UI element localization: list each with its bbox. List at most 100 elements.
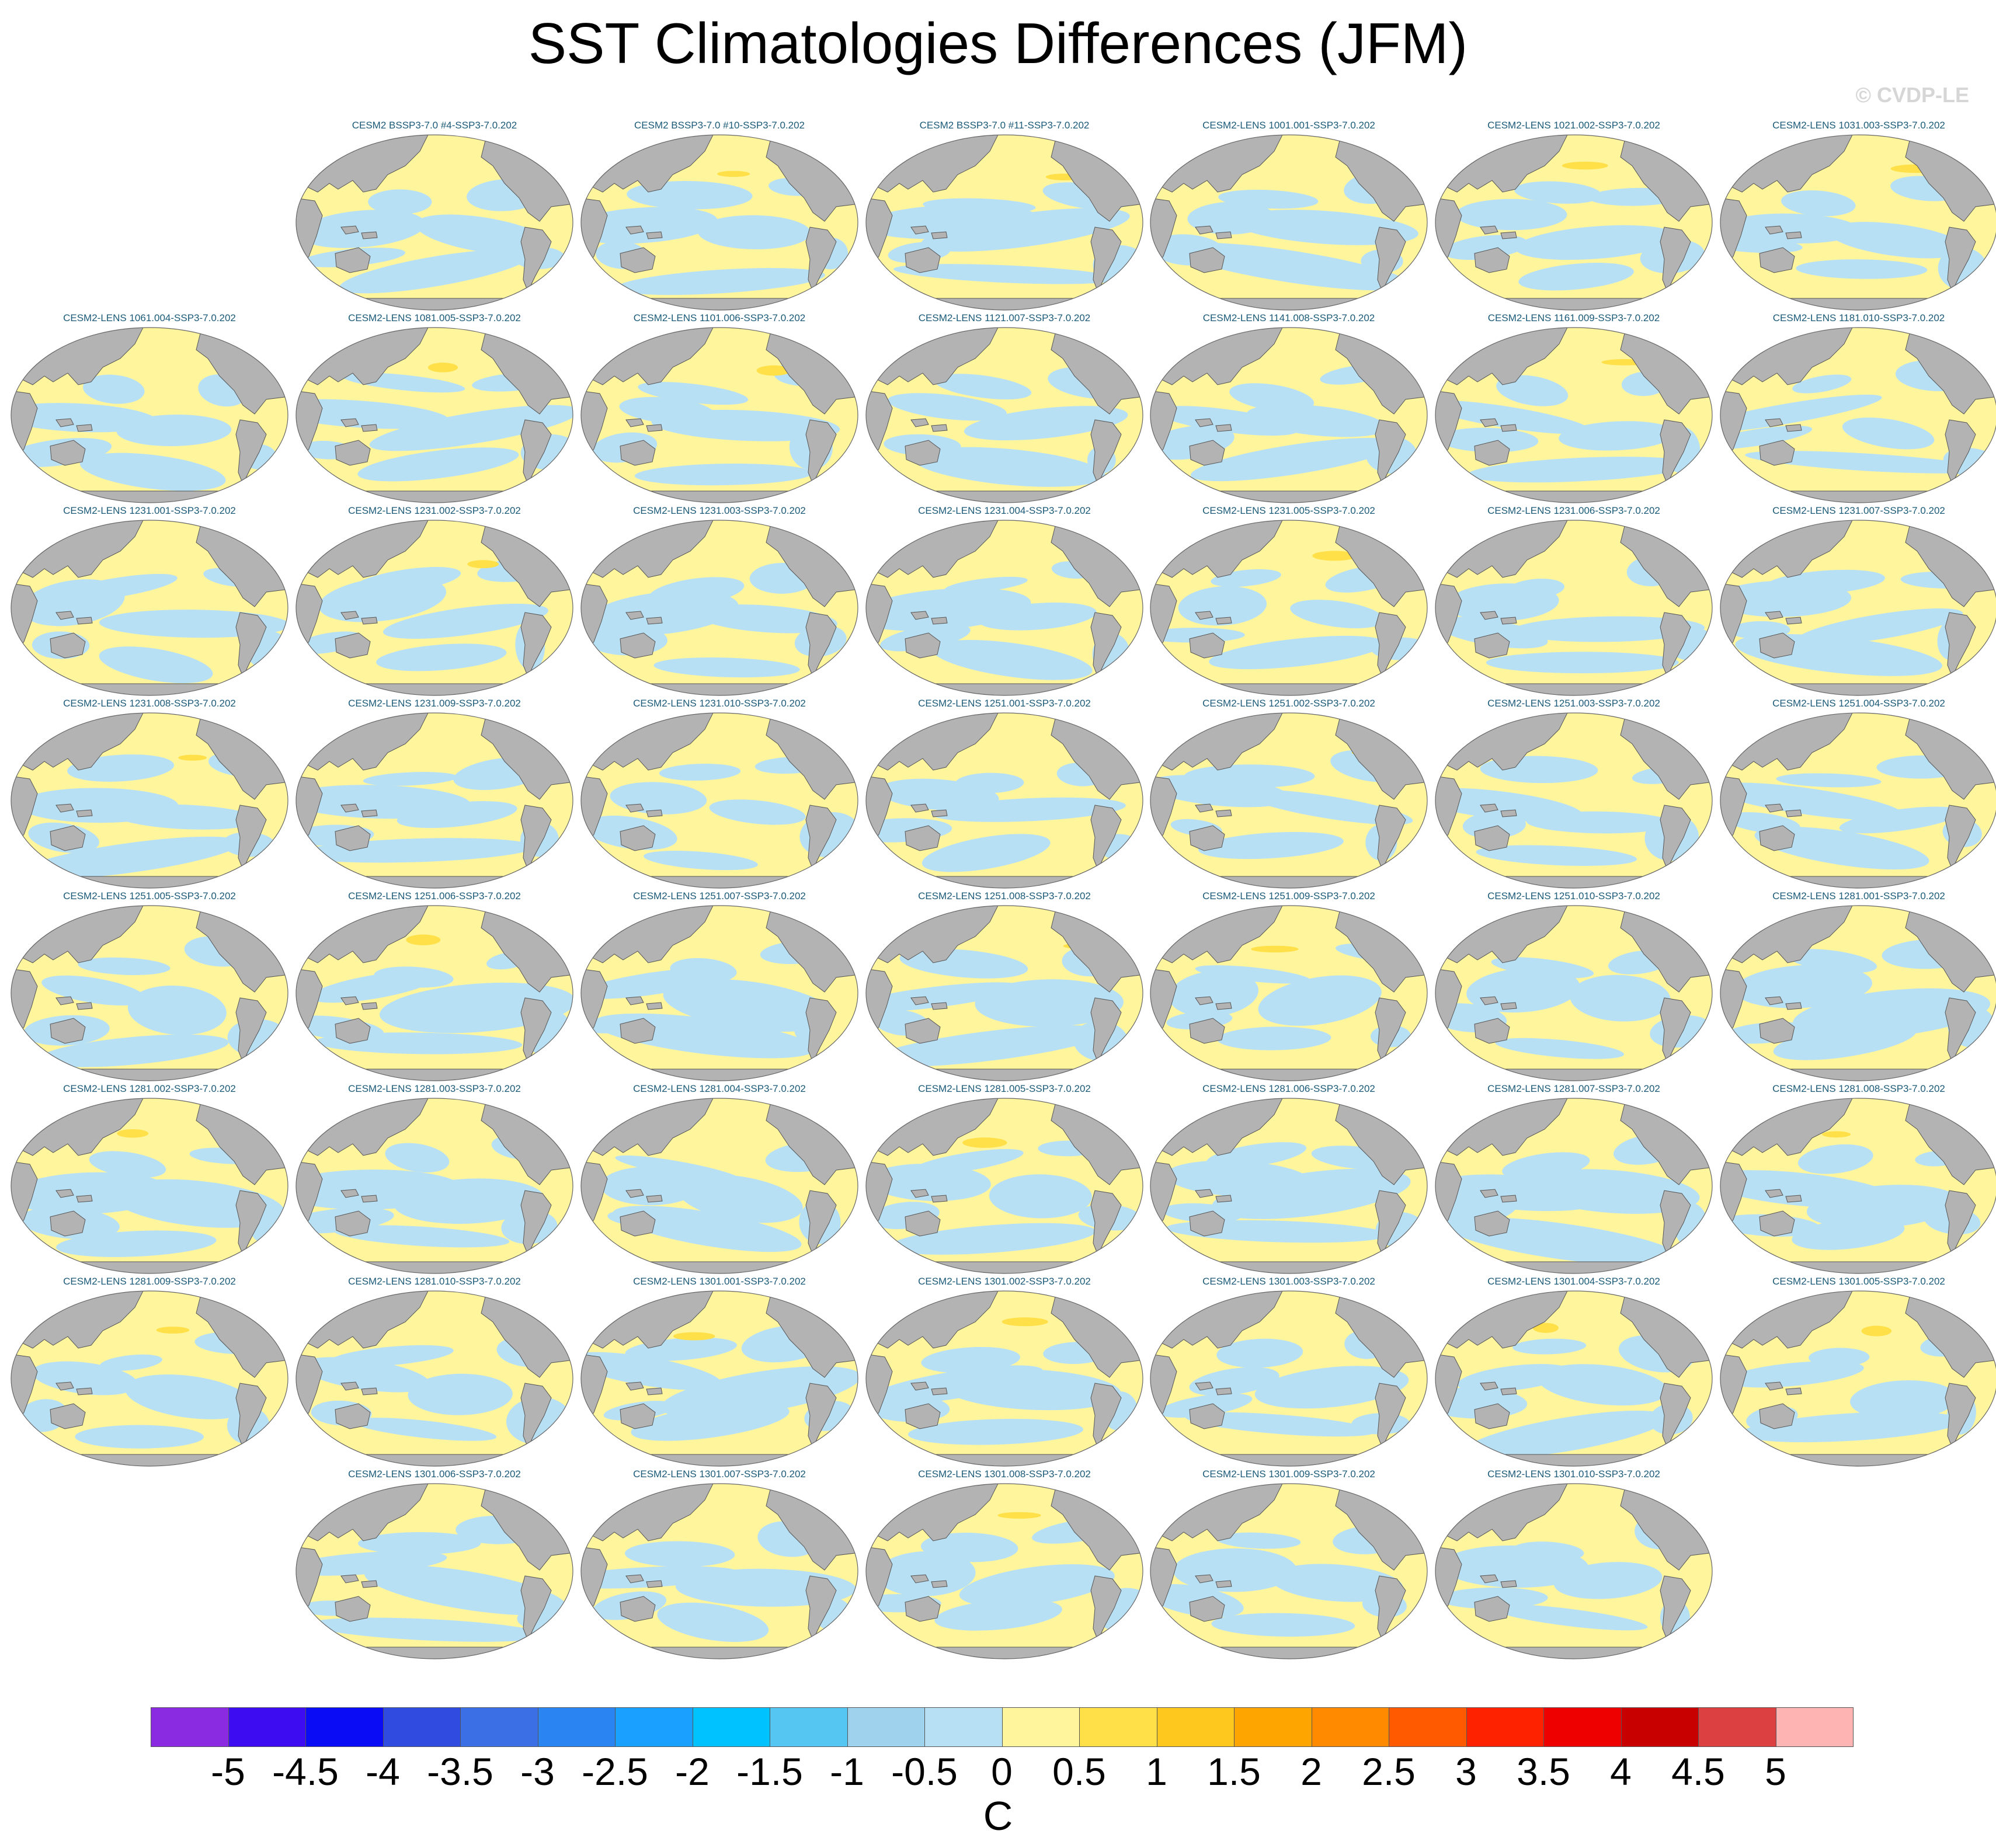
sst-difference-map xyxy=(1150,1098,1428,1274)
sst-difference-map xyxy=(1720,520,1996,696)
credit-label: © CVDP-LE xyxy=(1855,83,1969,107)
colorbar-swatch xyxy=(1234,1707,1312,1747)
sst-difference-map xyxy=(1435,1483,1713,1659)
map-panel: CESM2-LENS 1031.003-SSP3-7.0.202 xyxy=(1719,120,1996,312)
panel-title: CESM2-LENS 1101.006-SSP3-7.0.202 xyxy=(633,312,806,323)
panel-title: CESM2 BSSP3-7.0 #11-SSP3-7.0.202 xyxy=(919,120,1090,131)
colorbar-tick-label: 2.5 xyxy=(1362,1750,1416,1793)
sst-difference-map xyxy=(865,712,1143,889)
colorbar-tick-label: -2 xyxy=(675,1750,710,1793)
sst-difference-map xyxy=(11,905,288,1081)
sst-difference-map xyxy=(295,905,573,1081)
colorbar-labels: -5 -4.5 -4 -3.5 -3 -2.5 -2 -1.5 -1 -0.5 0 0.5 1 1.5 2 2… xyxy=(0,1749,1996,1796)
colorbar-tick-label: 5 xyxy=(1765,1750,1786,1793)
map-panel: CESM2-LENS 1001.001-SSP3-7.0.202 xyxy=(1149,120,1429,312)
map-panel: CESM2-LENS 1281.010-SSP3-7.0.202 xyxy=(294,1276,575,1468)
panel-title: CESM2-LENS 1231.001-SSP3-7.0.202 xyxy=(63,505,236,516)
colorbar-tick-label: 4.5 xyxy=(1671,1750,1725,1793)
colorbar-swatch xyxy=(1156,1707,1235,1747)
panel-title: CESM2-LENS 1301.009-SSP3-7.0.202 xyxy=(1202,1468,1375,1480)
map-panel: CESM2-LENS 1281.002-SSP3-7.0.202 xyxy=(9,1083,290,1276)
sst-difference-map xyxy=(865,520,1143,696)
panel-title: CESM2-LENS 1281.008-SSP3-7.0.202 xyxy=(1772,1083,1945,1094)
panel-title: CESM2-LENS 1231.002-SSP3-7.0.202 xyxy=(348,505,521,516)
panel-title: CESM2-LENS 1231.004-SSP3-7.0.202 xyxy=(918,505,1091,516)
panel-title: CESM2-LENS 1031.003-SSP3-7.0.202 xyxy=(1772,120,1945,131)
panel-title: CESM2-LENS 1231.010-SSP3-7.0.202 xyxy=(633,698,806,709)
sst-difference-map xyxy=(865,1290,1143,1467)
panel-title: CESM2 BSSP3-7.0 #10-SSP3-7.0.202 xyxy=(634,120,805,131)
map-panel: CESM2-LENS 1301.004-SSP3-7.0.202 xyxy=(1434,1276,1714,1468)
sst-difference-map xyxy=(865,134,1143,311)
map-panel: CESM2-LENS 1281.003-SSP3-7.0.202 xyxy=(294,1083,575,1276)
panel-title: CESM2-LENS 1251.004-SSP3-7.0.202 xyxy=(1772,698,1945,709)
map-panel: CESM2-LENS 1281.005-SSP3-7.0.202 xyxy=(864,1083,1145,1276)
map-panel: CESM2-LENS 1281.006-SSP3-7.0.202 xyxy=(1149,1083,1429,1276)
colorbar-tick-label: -0.5 xyxy=(891,1750,958,1793)
panel-title: CESM2-LENS 1281.006-SSP3-7.0.202 xyxy=(1202,1083,1375,1094)
sst-difference-map xyxy=(295,520,573,696)
panel-title: CESM2-LENS 1231.007-SSP3-7.0.202 xyxy=(1772,505,1945,516)
panel-title: CESM2-LENS 1081.005-SSP3-7.0.202 xyxy=(348,312,521,323)
panel-title: CESM2-LENS 1281.007-SSP3-7.0.202 xyxy=(1487,1083,1660,1094)
sst-difference-map xyxy=(1150,712,1428,889)
sst-difference-map xyxy=(1435,134,1713,311)
panel-title: CESM2-LENS 1231.005-SSP3-7.0.202 xyxy=(1202,505,1375,516)
map-panel: CESM2-LENS 1301.005-SSP3-7.0.202 xyxy=(1719,1276,1996,1468)
panel-title: CESM2-LENS 1231.008-SSP3-7.0.202 xyxy=(63,698,236,709)
panel-title: CESM2-LENS 1301.006-SSP3-7.0.202 xyxy=(348,1468,521,1480)
sst-difference-map xyxy=(1720,1290,1996,1467)
colorbar-tick-label: 0.5 xyxy=(1052,1750,1106,1793)
colorbar-swatch xyxy=(1543,1707,1622,1747)
panel-title: CESM2-LENS 1251.006-SSP3-7.0.202 xyxy=(348,890,521,902)
map-panel: CESM2-LENS 1251.004-SSP3-7.0.202 xyxy=(1719,698,1996,890)
colorbar-swatch xyxy=(847,1707,925,1747)
map-panels-grid: CESM2 BSSP3-7.0 #4-SSP3-7.0.202 CESM2 BSS… xyxy=(9,120,1996,1659)
sst-difference-map xyxy=(580,712,858,889)
map-panel: CESM2-LENS 1161.009-SSP3-7.0.202 xyxy=(1434,312,1714,505)
panel-title: CESM2-LENS 1301.008-SSP3-7.0.202 xyxy=(918,1468,1091,1480)
panel-title: CESM2-LENS 1301.003-SSP3-7.0.202 xyxy=(1202,1276,1375,1287)
sst-difference-map xyxy=(295,327,573,503)
colorbar-swatch xyxy=(1389,1707,1467,1747)
sst-difference-map xyxy=(1150,134,1428,311)
map-panel: CESM2-LENS 1281.009-SSP3-7.0.202 xyxy=(9,1276,290,1468)
sst-difference-map xyxy=(1435,1098,1713,1274)
sst-difference-map xyxy=(1150,905,1428,1081)
panel-title: CESM2-LENS 1251.001-SSP3-7.0.202 xyxy=(918,698,1091,709)
map-panel: CESM2-LENS 1081.005-SSP3-7.0.202 xyxy=(294,312,575,505)
panel-title: CESM2-LENS 1281.005-SSP3-7.0.202 xyxy=(918,1083,1091,1094)
colorbar-swatch xyxy=(228,1707,306,1747)
map-panel: CESM2-LENS 1301.003-SSP3-7.0.202 xyxy=(1149,1276,1429,1468)
sst-difference-map xyxy=(1720,1098,1996,1274)
map-panel: CESM2-LENS 1231.004-SSP3-7.0.202 xyxy=(864,505,1145,698)
panel-title: CESM2 BSSP3-7.0 #4-SSP3-7.0.202 xyxy=(352,120,517,131)
panel-title: CESM2-LENS 1281.003-SSP3-7.0.202 xyxy=(348,1083,521,1094)
colorbar-swatch xyxy=(770,1707,848,1747)
panel-title: CESM2-LENS 1231.003-SSP3-7.0.202 xyxy=(633,505,806,516)
colorbar-tick-label: 1 xyxy=(1146,1750,1167,1793)
map-panel: CESM2-LENS 1251.005-SSP3-7.0.202 xyxy=(9,890,290,1083)
colorbar-tick-label: -4.5 xyxy=(272,1750,339,1793)
sst-difference-map xyxy=(1435,1290,1713,1467)
colorbar-tick-label: 4 xyxy=(1610,1750,1632,1793)
colorbar-swatch xyxy=(537,1707,616,1747)
sst-difference-map xyxy=(1720,134,1996,311)
panel-title: CESM2-LENS 1251.007-SSP3-7.0.202 xyxy=(633,890,806,902)
colorbar xyxy=(151,1707,1854,1748)
colorbar-swatch xyxy=(305,1707,384,1747)
colorbar-units: C xyxy=(983,1793,1013,1839)
colorbar-tick-label: -4 xyxy=(366,1750,400,1793)
colorbar-tick-label: 3 xyxy=(1455,1750,1477,1793)
colorbar-swatch xyxy=(1698,1707,1776,1747)
map-panel: CESM2-LENS 1021.002-SSP3-7.0.202 xyxy=(1434,120,1714,312)
panel-title: CESM2-LENS 1021.002-SSP3-7.0.202 xyxy=(1487,120,1660,131)
colorbar-swatch xyxy=(1002,1707,1080,1747)
panel-title: CESM2-LENS 1061.004-SSP3-7.0.202 xyxy=(63,312,236,323)
sst-difference-map xyxy=(295,1098,573,1274)
colorbar-swatch xyxy=(692,1707,770,1747)
map-panel: CESM2-LENS 1301.001-SSP3-7.0.202 xyxy=(579,1276,860,1468)
sst-difference-map xyxy=(1720,327,1996,503)
colorbar-tick-label: -2.5 xyxy=(582,1750,648,1793)
sst-difference-map xyxy=(865,1098,1143,1274)
